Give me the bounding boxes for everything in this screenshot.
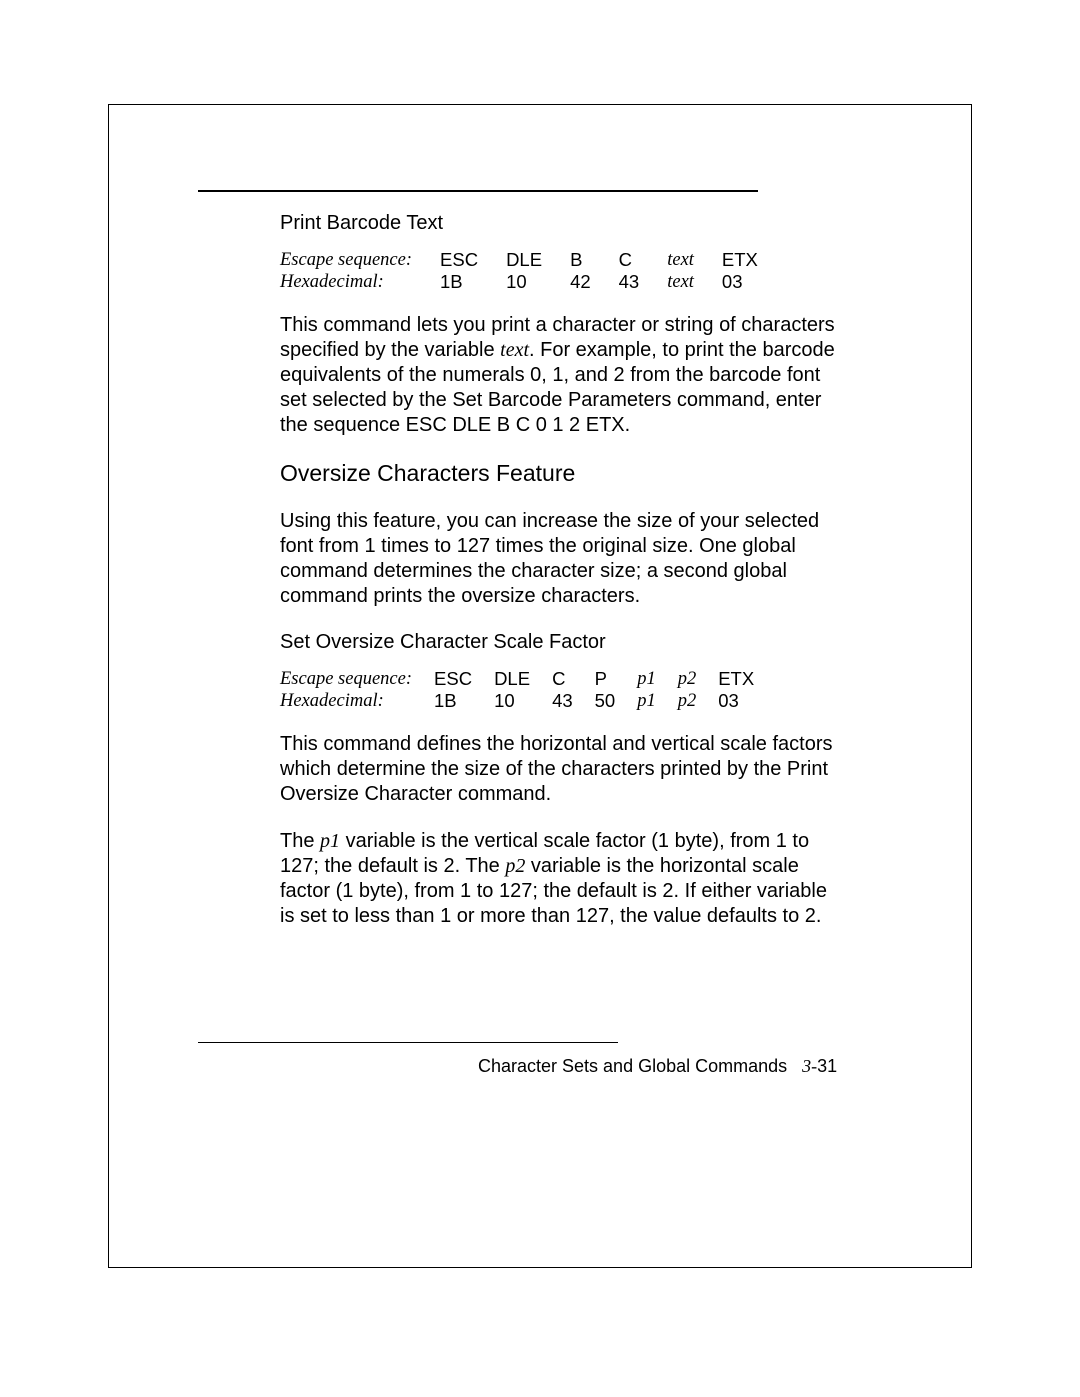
paragraph: This command lets you print a character … — [280, 313, 840, 438]
section-title-print-barcode: Print Barcode Text — [280, 212, 840, 235]
table-row: Escape sequence: ESC DLE C P p1 p2 ETX — [280, 668, 754, 690]
table-row: Hexadecimal: 1B 10 43 50 p1 p2 03 — [280, 690, 754, 712]
table-row: Hexadecimal: 1B 10 42 43 text 03 — [280, 271, 758, 293]
cell: DLE — [506, 249, 570, 271]
text-run: The — [280, 830, 320, 852]
cell: 50 — [595, 690, 638, 712]
paragraph: Using this feature, you can increase the… — [280, 509, 840, 609]
cell: 03 — [718, 690, 754, 712]
cell: ETX — [718, 668, 754, 690]
cell: 10 — [506, 271, 570, 293]
cell: ETX — [722, 249, 758, 271]
escape-seq-table-1: Escape sequence: ESC DLE B C text ETX He… — [280, 249, 758, 293]
cell: B — [570, 249, 619, 271]
rule-bottom — [198, 1042, 618, 1043]
content-area: Print Barcode Text Escape sequence: ESC … — [280, 190, 840, 951]
cell: 42 — [570, 271, 619, 293]
footer-page-prefix: 3- — [802, 1056, 817, 1076]
variable: p2 — [505, 855, 525, 877]
row-label: Hexadecimal: — [280, 690, 434, 712]
cell: text — [667, 271, 722, 293]
row-label: Escape sequence: — [280, 668, 434, 690]
cell: p1 — [637, 668, 678, 690]
cell: text — [667, 249, 722, 271]
cell: ESC — [434, 668, 494, 690]
cell: 43 — [552, 690, 595, 712]
paragraph: This command defines the horizontal and … — [280, 732, 840, 807]
variable: text — [500, 339, 529, 361]
section-title-scale-factor: Set Oversize Character Scale Factor — [280, 631, 840, 654]
cell: 1B — [434, 690, 494, 712]
table-row: Escape sequence: ESC DLE B C text ETX — [280, 249, 758, 271]
variable: p1 — [320, 830, 340, 852]
row-label: Hexadecimal: — [280, 271, 440, 293]
cell: C — [619, 249, 668, 271]
page-footer: Character Sets and Global Commands 3-31 — [478, 1056, 837, 1077]
cell: DLE — [494, 668, 552, 690]
footer-text: Character Sets and Global Commands — [478, 1056, 787, 1076]
cell: p2 — [678, 690, 719, 712]
cell: C — [552, 668, 595, 690]
escape-seq-table-2: Escape sequence: ESC DLE C P p1 p2 ETX H… — [280, 668, 754, 712]
footer-page-num: 31 — [817, 1056, 837, 1076]
cell: 03 — [722, 271, 758, 293]
cell: 1B — [440, 271, 506, 293]
cell: 43 — [619, 271, 668, 293]
cell: p2 — [678, 668, 719, 690]
cell: P — [595, 668, 638, 690]
heading-oversize: Oversize Characters Feature — [280, 460, 840, 487]
cell: p1 — [637, 690, 678, 712]
cell: 10 — [494, 690, 552, 712]
row-label: Escape sequence: — [280, 249, 440, 271]
paragraph: The p1 variable is the vertical scale fa… — [280, 829, 840, 929]
cell: ESC — [440, 249, 506, 271]
